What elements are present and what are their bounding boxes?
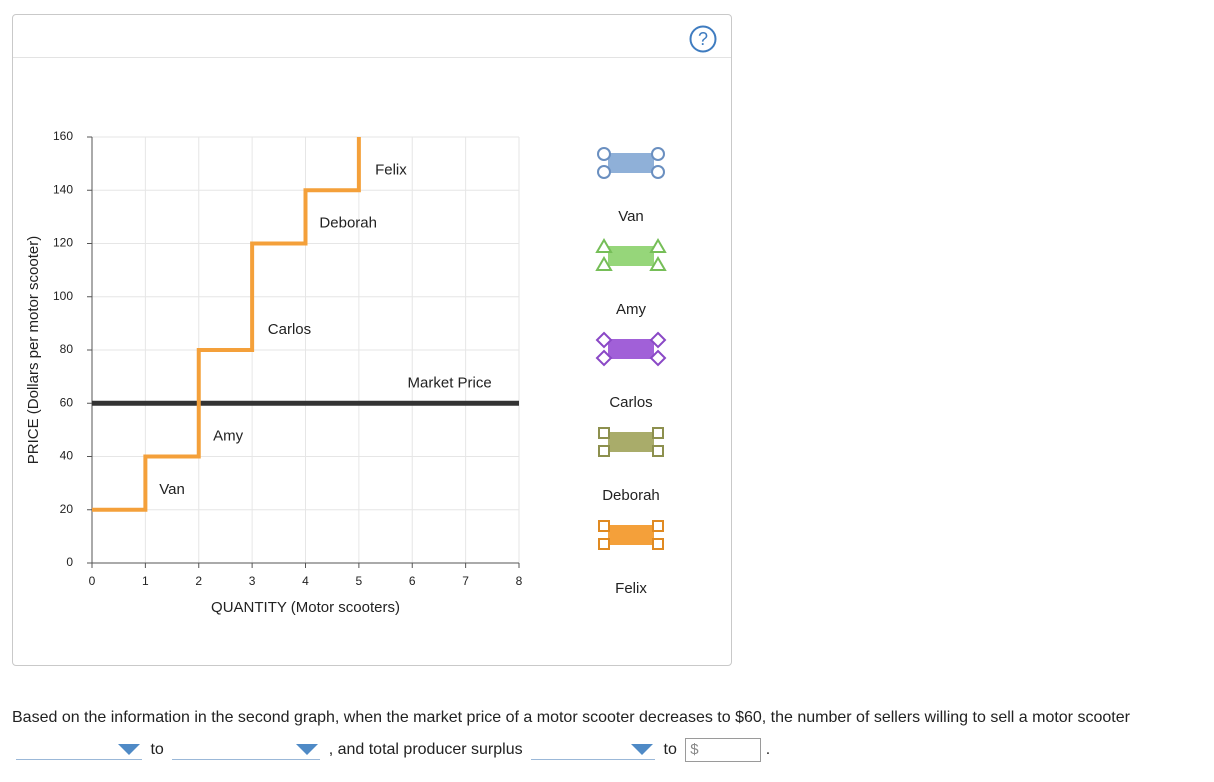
y-tick-label: 120 [53,236,73,250]
diamond-marker-icon [649,331,667,349]
y-tick-label: 140 [53,182,73,196]
legend-swatch [608,153,654,173]
diamond-marker-icon [595,331,613,349]
sellers-change-dropdown[interactable] [16,739,142,761]
chevron-down-icon [631,744,654,756]
x-tick-label: 5 [356,574,363,588]
legend-item-van[interactable]: Van [597,147,665,225]
x-tick-label: 6 [409,574,416,588]
supply-chart: 0 20 40 60 80 100 120 140 160 0 1 2 3 4 5 6 7 8 QUANTITY (… [25,129,667,616]
x-tick-label: 1 [142,574,149,588]
square-marker-icon [598,538,610,550]
step-label-market-price: Market Price [408,374,492,391]
step-label-amy: Amy [213,428,244,445]
legend-item-amy[interactable]: Amy [595,238,667,318]
step-label-felix: Felix [375,161,407,178]
legend-item-felix[interactable]: Felix [598,520,664,597]
y-tick-label: 0 [66,555,73,569]
surplus-amount-input[interactable] [702,739,763,762]
triangle-marker-icon [649,256,667,271]
legend-label: Van [618,208,644,225]
surplus-amount-field: $ [685,737,763,762]
x-tick-label: 3 [249,574,256,588]
y-tick-label: 80 [60,342,74,356]
help-icon-label: ? [698,29,708,49]
circle-marker-icon [597,147,611,161]
y-tick-label: 20 [60,502,74,516]
y-tick-label: 160 [53,129,73,143]
circle-marker-icon [651,165,665,179]
y-axis-title: PRICE (Dollars per motor scooter) [25,236,42,464]
square-marker-icon [598,427,610,439]
x-tick-label: 8 [516,574,523,588]
legend-label: Carlos [609,394,652,411]
diamond-marker-icon [649,349,667,367]
question-part3: , and total producer surplus [328,741,523,758]
question-text: Based on the information in the second g… [12,702,1204,766]
panel-toolbar [13,15,731,58]
x-axis-title: QUANTITY (Motor scooters) [211,599,400,616]
legend-swatch [608,432,654,452]
legend-swatch [608,339,654,359]
square-marker-icon [598,520,610,532]
x-tick-label: 4 [302,574,309,588]
legend-label: Amy [616,301,647,318]
y-tick-label: 40 [60,449,74,463]
circle-marker-icon [651,147,665,161]
circle-marker-icon [597,165,611,179]
legend-item-carlos[interactable]: Carlos [595,331,667,411]
legend-swatch [608,246,654,266]
x-tick-label: 2 [195,574,202,588]
chevron-down-icon [118,744,140,756]
square-marker-icon [652,538,664,550]
graph-panel: ? 0 20 40 60 80 100 120 140 160 0 1 2 3 4 5 6 7 8 QUANTITY… [12,14,732,666]
chevron-down-icon [296,744,319,756]
help-icon[interactable]: ? [689,25,717,53]
diamond-marker-icon [595,349,613,367]
x-tick-label: 7 [462,574,469,588]
step-label-carlos: Carlos [268,321,311,338]
x-tick-label: 0 [89,574,96,588]
step-label-van: Van [159,481,185,498]
square-marker-icon [652,520,664,532]
question-part1: Based on the information in the second g… [12,709,1130,726]
triangle-marker-icon [595,238,613,253]
square-marker-icon [598,445,610,457]
legend-item-deborah[interactable]: Deborah [598,427,664,504]
question-part2: to [150,741,164,758]
triangle-marker-icon [649,238,667,253]
legend-label: Deborah [602,487,660,504]
legend-swatch [608,525,654,545]
sellers-count-dropdown[interactable] [172,739,321,761]
y-tick-label: 60 [60,395,74,409]
question-part4: to [663,741,677,758]
square-marker-icon [652,445,664,457]
legend-label: Felix [615,580,647,597]
supply-curve [92,137,361,512]
surplus-change-dropdown[interactable] [531,739,656,761]
currency-symbol: $ [690,740,699,758]
triangle-marker-icon [595,256,613,271]
square-marker-icon [652,427,664,439]
question-end: . [765,741,771,758]
y-tick-label: 100 [53,289,73,303]
step-label-deborah: Deborah [319,215,377,232]
